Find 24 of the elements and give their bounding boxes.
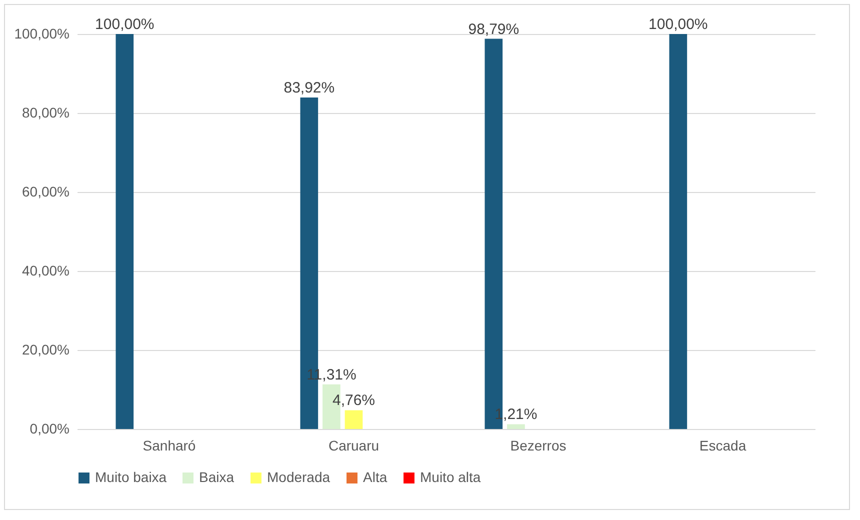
bar: [344, 410, 363, 429]
y-tick-label: 20,00%: [22, 342, 70, 358]
x-tick-label: Escada: [699, 438, 746, 454]
bar: [507, 424, 525, 429]
data-label: 98,79%: [468, 20, 520, 38]
data-label: 83,92%: [284, 80, 335, 97]
y-tick-label: 40,00%: [22, 262, 70, 278]
legend-label: Alta: [363, 469, 388, 485]
y-tick-label: 60,00%: [22, 184, 70, 200]
x-tick-label: Bezerros: [510, 438, 566, 454]
legend-label: Muito alta: [420, 469, 481, 485]
data-label: 4,76%: [332, 392, 376, 410]
y-tick-label: 100,00%: [14, 26, 70, 42]
legend-label: Baixa: [199, 469, 234, 485]
x-tick-label: Sanharó: [142, 438, 196, 454]
data-label: 100,00%: [648, 16, 708, 33]
y-tick-label: 0,00%: [30, 420, 70, 436]
y-tick-label: 80,00%: [22, 104, 70, 120]
legend-label: Muito baixa: [95, 469, 167, 485]
x-tick-label: Caruaru: [328, 438, 380, 454]
legend-label: Moderada: [267, 469, 330, 485]
bar: [669, 34, 688, 429]
data-label: 100,00%: [95, 16, 154, 33]
bar: [116, 34, 134, 429]
